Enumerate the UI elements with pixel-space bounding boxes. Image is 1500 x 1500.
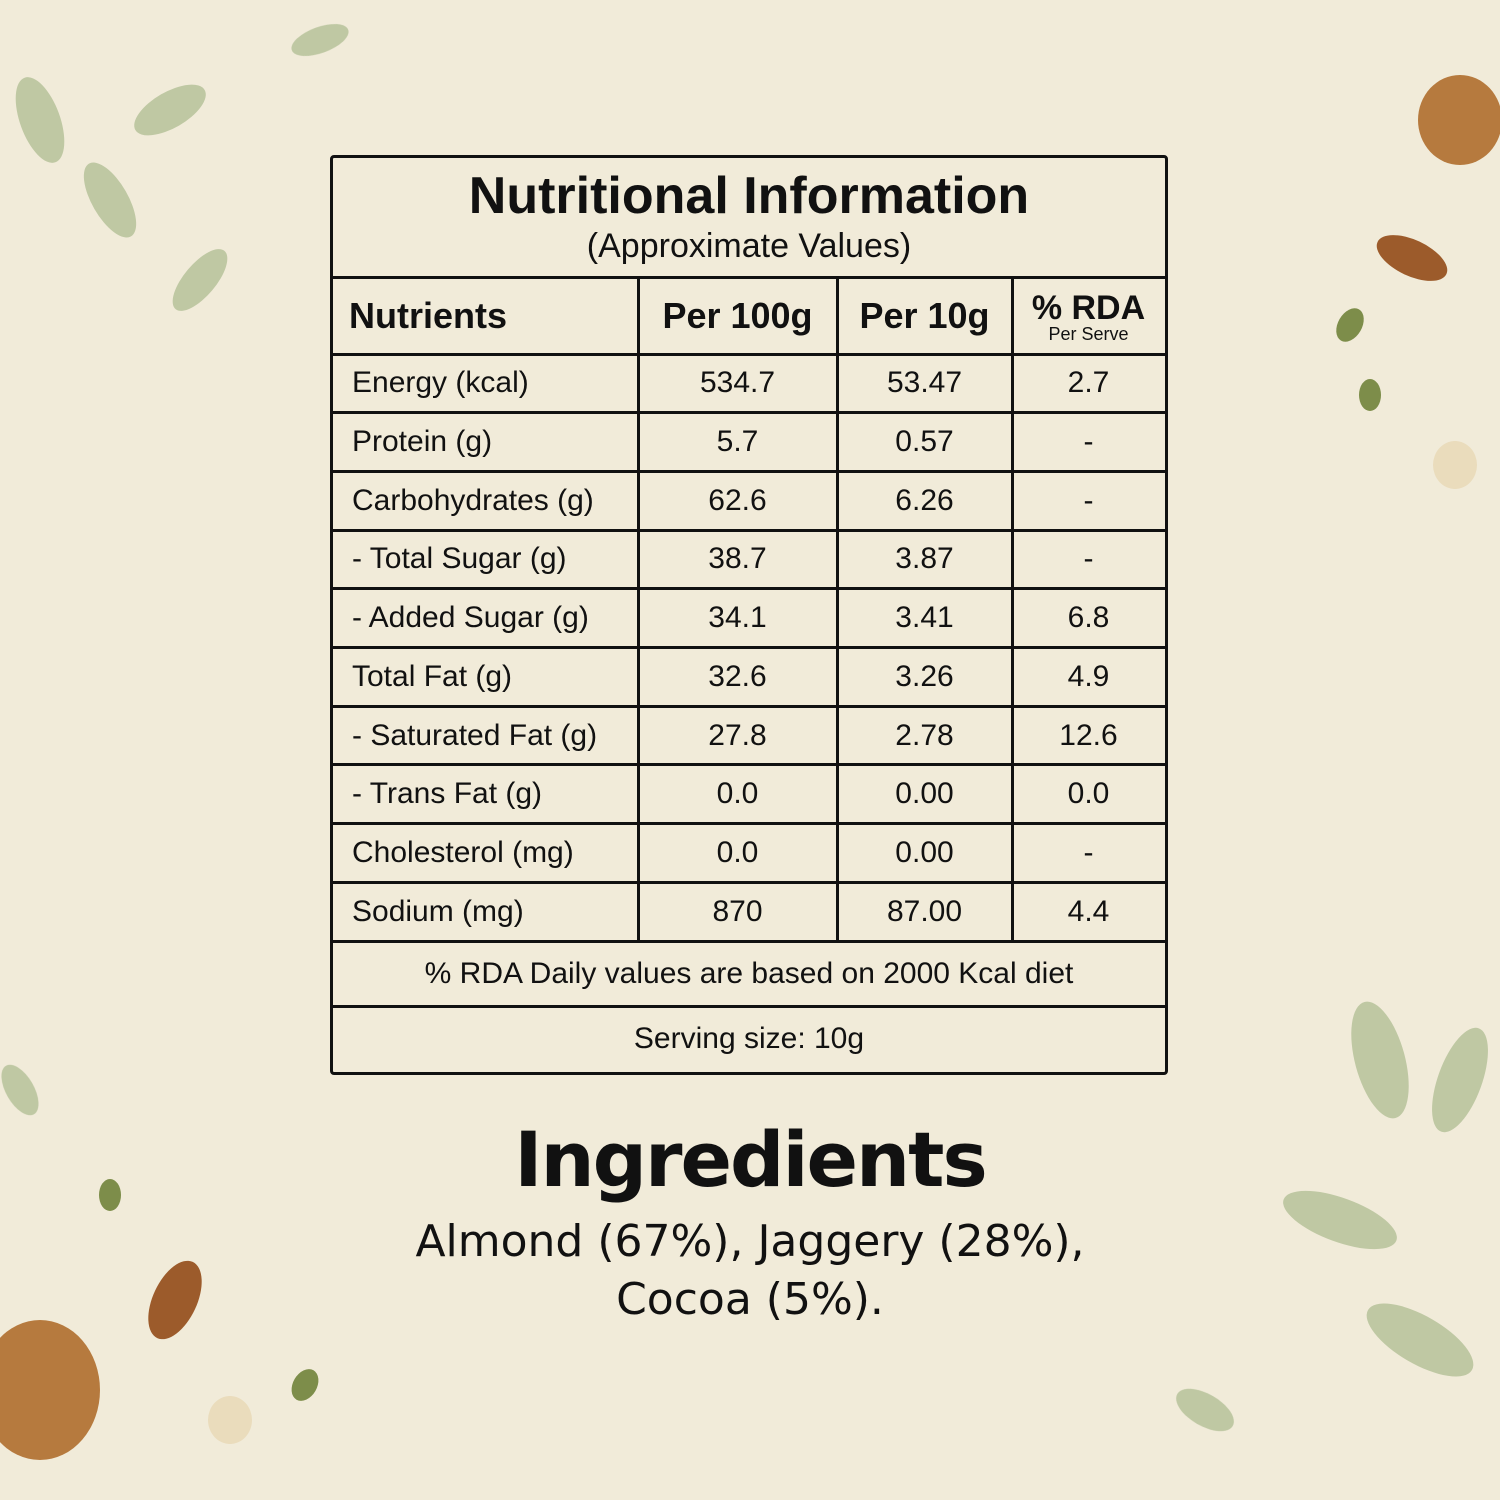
nutrient-value: 0.57: [895, 425, 954, 459]
row-divider: [333, 352, 1165, 356]
nutrient-name: Total Fat (g): [352, 659, 513, 693]
nutrient-value: 2.78: [895, 718, 954, 752]
nutrient-name: Protein (g): [352, 425, 493, 459]
nutrient-value: 3.87: [895, 542, 954, 576]
ingredients-line: Almond (67%), Jaggery (28%),: [415, 1216, 1085, 1267]
nutrient-value: 3.26: [895, 659, 954, 693]
nutrient-name: Sodium (mg): [352, 894, 524, 928]
column-header: Per 100g: [662, 294, 813, 336]
row-divider: [333, 275, 1165, 279]
nutrient-name: - Added Sugar (g): [352, 601, 589, 635]
nutrient-value: 34.1: [708, 601, 767, 635]
nuts: [0, 75, 1500, 1460]
nutrition-label: Nutritional Information (Approximate Valu…: [330, 155, 1168, 1075]
nutrient-value: 870: [712, 894, 763, 928]
nutrient-name: - Trans Fat (g): [352, 777, 543, 811]
nutrient-value: 4.9: [1067, 659, 1110, 693]
nutrient-value: 0.0: [716, 835, 759, 869]
nutrient-name: Energy (kcal): [352, 366, 529, 400]
nutrient-value: 62.6: [708, 483, 767, 517]
column-divider: [1010, 277, 1014, 941]
footnote: % RDA Daily values are based on 2000 Kca…: [424, 956, 1074, 990]
row-divider: [333, 939, 1165, 943]
nutrient-value: 0.0: [1067, 777, 1110, 811]
nutrient-value: 5.7: [716, 425, 759, 459]
nutrient-name: Carbohydrates (g): [352, 483, 594, 517]
nutrient-value: 0.00: [895, 777, 954, 811]
row-divider: [333, 646, 1165, 649]
row-divider: [333, 763, 1165, 767]
nutrient-value: 32.6: [708, 659, 767, 693]
nutrient-value: 12.6: [1059, 718, 1118, 752]
row-divider: [333, 587, 1165, 591]
column-subheader: Per Serve: [1048, 323, 1129, 344]
row-divider: [333, 880, 1165, 884]
nutrient-value: -: [1083, 483, 1094, 517]
nutrient-value: 0.0: [716, 777, 759, 811]
column-header: Per 10g: [859, 294, 990, 336]
ingredients-line: Cocoa (5%).: [616, 1274, 884, 1325]
row-divider: [333, 704, 1165, 708]
column-divider: [835, 277, 839, 941]
ingredients-title: Ingredients: [514, 1115, 987, 1204]
column-header: Nutrients: [349, 294, 508, 336]
nutrient-value: 6.8: [1067, 601, 1110, 635]
serving-size: Serving size: 10g: [633, 1022, 865, 1055]
row-divider: [333, 469, 1165, 473]
nutrient-value: 38.7: [708, 542, 767, 576]
nutrient-value: 3.41: [895, 601, 954, 635]
column-header: % RDA: [1031, 288, 1146, 327]
nutrient-value: -: [1083, 425, 1094, 459]
nutrient-name: - Saturated Fat (g): [352, 718, 598, 752]
row-divider: [333, 528, 1165, 532]
nutrient-value: 27.8: [708, 718, 767, 752]
row-divider: [333, 1004, 1165, 1008]
nutrient-value: 0.00: [895, 835, 954, 869]
row-divider: [333, 411, 1165, 415]
row-divider: [333, 822, 1165, 826]
nutrient-value: 2.7: [1067, 366, 1110, 400]
nutrient-value: 87.00: [886, 894, 963, 928]
nutrient-value: 53.47: [886, 366, 963, 400]
column-divider: [636, 277, 640, 941]
nutrient-name: Cholesterol (mg): [352, 835, 574, 869]
label-subtitle: (Approximate Values): [586, 226, 912, 265]
nutrient-value: 6.26: [895, 483, 954, 517]
nutrient-value: -: [1083, 835, 1094, 869]
label-title: Nutritional Information: [468, 167, 1030, 225]
nutrient-value: 534.7: [699, 366, 776, 400]
nutrient-value: -: [1083, 542, 1094, 576]
nutrient-name: - Total Sugar (g): [352, 542, 567, 576]
leaves: [1, 24, 1488, 1432]
nutrient-value: 4.4: [1067, 894, 1110, 928]
